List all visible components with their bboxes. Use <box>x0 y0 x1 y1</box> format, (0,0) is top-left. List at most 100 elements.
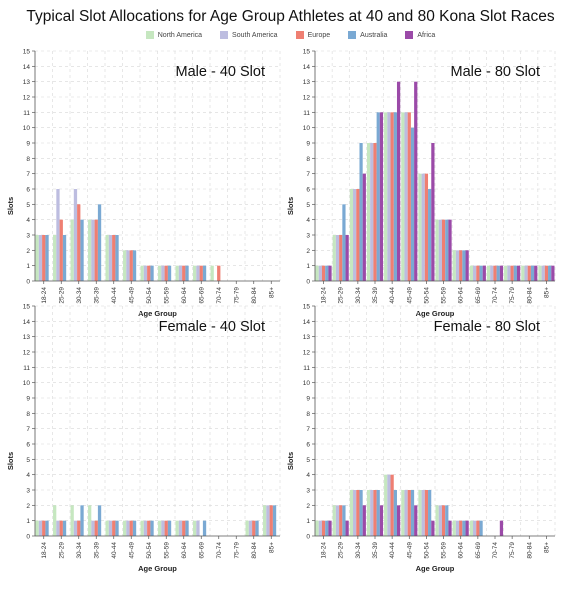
bar-europe <box>476 520 480 536</box>
bar-europe <box>94 219 98 281</box>
bar-north-america <box>123 520 127 536</box>
bar-north-america <box>35 520 39 536</box>
x-tick-label: 18-24 <box>41 542 48 559</box>
bar-europe <box>42 235 46 281</box>
x-tick-label: 50-54 <box>423 542 430 559</box>
bar-europe <box>164 520 168 536</box>
bar-australia <box>185 265 189 281</box>
bar-australia <box>342 204 346 281</box>
x-tick-label: 85+ <box>268 542 275 553</box>
bar-europe <box>407 112 411 281</box>
bar-australia <box>445 505 449 536</box>
x-tick-label: 65-69 <box>475 287 482 304</box>
y-tick-label: 11 <box>23 365 30 372</box>
y-tick-label: 8 <box>306 156 310 163</box>
x-tick-label: 65-69 <box>475 542 482 559</box>
x-axis-label: Age Group <box>416 564 455 573</box>
bar-europe <box>373 143 377 281</box>
bar-africa <box>431 520 435 536</box>
bar-australia <box>132 520 137 536</box>
x-tick-label: 18-24 <box>41 287 48 304</box>
x-tick-label: 45-49 <box>406 287 413 304</box>
y-tick-label: 6 <box>306 187 310 194</box>
legend-item-north-america: North America <box>145 31 202 39</box>
bar-north-america <box>521 265 525 281</box>
bar-australia <box>167 520 172 536</box>
bar-australia <box>359 143 363 281</box>
bar-south-america <box>490 265 494 281</box>
bar-africa <box>362 173 366 281</box>
bar-africa <box>379 112 384 281</box>
x-tick-label: 40-44 <box>111 287 118 304</box>
bar-south-america <box>178 520 183 536</box>
bar-europe <box>112 520 116 536</box>
bar-north-america <box>538 265 542 281</box>
y-tick-label: 14 <box>23 319 31 326</box>
y-axis-label: Slots <box>286 452 295 470</box>
bar-europe <box>459 520 463 536</box>
bar-north-america <box>349 490 354 536</box>
y-tick-label: 3 <box>26 233 30 240</box>
x-tick-label: 70-74 <box>492 542 499 559</box>
bar-europe <box>441 505 446 536</box>
chart-title: Male - 80 Slot <box>451 64 540 80</box>
bar-australia <box>376 112 380 281</box>
bar-north-america <box>418 490 422 536</box>
x-tick-label: 45-49 <box>128 287 135 304</box>
bar-south-america <box>161 520 165 536</box>
x-tick-label: 35-39 <box>93 287 100 304</box>
y-tick-label: 12 <box>303 350 311 357</box>
bar-africa <box>396 505 401 536</box>
bar-north-america <box>53 505 57 536</box>
bar-australia <box>325 520 329 536</box>
x-tick-label: 25-29 <box>338 542 345 559</box>
bar-africa <box>414 81 418 282</box>
bar-north-america <box>88 505 92 536</box>
bar-south-america <box>473 520 477 536</box>
bar-australia <box>97 204 102 281</box>
bar-north-america <box>158 265 162 281</box>
bar-north-america <box>504 265 508 281</box>
bar-north-america <box>193 265 197 281</box>
bar-europe <box>77 520 81 536</box>
y-tick-label: 12 <box>303 95 311 102</box>
bar-south-america <box>473 265 477 281</box>
bar-north-america <box>349 189 354 281</box>
bar-europe <box>339 235 343 281</box>
legend-item-africa: Africa <box>405 31 435 39</box>
bar-europe <box>510 265 514 281</box>
bar-australia <box>132 250 137 281</box>
bar-north-america <box>486 265 491 281</box>
bar-europe <box>42 520 46 536</box>
bar-south-america <box>421 490 425 536</box>
bar-australia <box>45 520 49 536</box>
bar-north-america <box>70 505 74 536</box>
x-tick-label: 60-64 <box>181 542 188 559</box>
y-tick-label: 14 <box>23 64 31 71</box>
bar-north-america <box>315 265 319 281</box>
bar-north-america <box>88 219 92 281</box>
bar-south-america <box>126 520 130 536</box>
bar-north-america <box>263 505 267 536</box>
y-tick-label: 0 <box>26 534 30 541</box>
bar-north-america <box>418 173 422 281</box>
y-tick-label: 15 <box>23 49 31 56</box>
bar-australia <box>150 520 154 536</box>
bar-europe <box>373 490 377 536</box>
bar-south-america <box>335 505 340 536</box>
x-tick-label: 18-24 <box>321 287 328 304</box>
bar-australia <box>62 520 67 536</box>
bar-europe <box>356 490 360 536</box>
bar-south-america <box>161 265 165 281</box>
bar-africa <box>482 265 486 281</box>
bar-south-america <box>56 189 60 281</box>
y-tick-label: 13 <box>303 334 311 341</box>
y-tick-label: 2 <box>306 248 310 255</box>
y-tick-label: 8 <box>26 156 30 163</box>
bar-australia <box>359 490 363 536</box>
bar-south-america <box>196 520 200 536</box>
bar-south-america <box>335 235 340 281</box>
y-tick-label: 10 <box>303 380 311 387</box>
bar-europe <box>182 265 186 281</box>
